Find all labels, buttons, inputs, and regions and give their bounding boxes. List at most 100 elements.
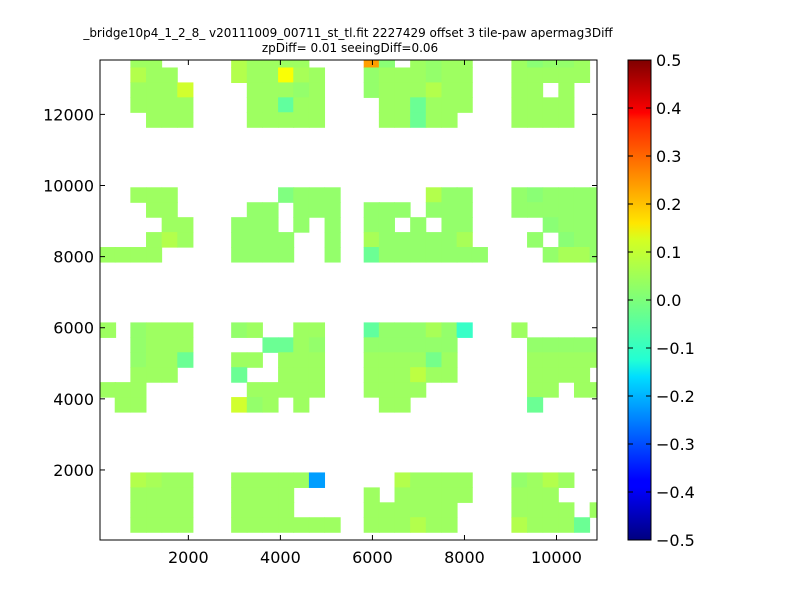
colorbar-axis: 0.5 0.4 0.3 0.2 0.1 0.0 −0.1 −0.2 −0.3 −0.4 −0.5	[628, 51, 695, 550]
plot-frame	[99, 59, 598, 541]
heatmap-cell	[456, 202, 473, 218]
heatmap-cell	[324, 247, 341, 263]
heatmap-cell	[527, 67, 544, 83]
heatmap-cell	[378, 217, 395, 233]
heatmap-cell	[511, 97, 528, 113]
heatmap-cell	[378, 502, 395, 518]
heatmap-cell	[278, 232, 295, 248]
y-tick-label: 10000	[43, 177, 94, 196]
heatmap-cell	[293, 472, 310, 488]
heatmap-cell	[146, 112, 163, 128]
heatmap-cell	[527, 187, 544, 203]
heatmap-cell	[542, 60, 559, 69]
heatmap-cell	[146, 367, 163, 383]
heatmap-cell	[441, 352, 458, 368]
heatmap-cell	[177, 232, 194, 248]
heatmap-cell	[231, 217, 248, 233]
heatmap-cell	[278, 67, 295, 83]
colorbar-tick-label: −0.5	[656, 531, 695, 550]
heatmap-cell	[589, 337, 597, 353]
heatmap-cell	[146, 67, 163, 83]
heatmap-cell	[527, 367, 544, 383]
heatmap-cell	[231, 352, 248, 368]
heatmap-cell	[378, 202, 395, 218]
heatmap-cell	[394, 202, 411, 218]
heatmap-cell	[262, 217, 279, 233]
heatmap-cell	[262, 337, 279, 353]
heatmap-cell	[278, 337, 295, 353]
heatmap-cell	[511, 67, 528, 83]
heatmap-cell	[527, 352, 544, 368]
heatmap-cell	[527, 472, 544, 488]
heatmap-cell	[293, 217, 310, 233]
heatmap-cell	[278, 367, 295, 383]
heatmap-cell	[471, 247, 488, 263]
heatmap-cell	[542, 187, 559, 203]
heatmap-cell	[410, 112, 427, 128]
heatmap-cell	[308, 382, 326, 398]
heatmap-cell	[363, 232, 380, 248]
colorbar-tick-label: −0.3	[656, 435, 695, 454]
y-axis: 2000 4000 6000 8000 10000 12000	[43, 105, 597, 480]
heatmap-cell	[527, 97, 544, 113]
heatmap-cell	[573, 232, 591, 248]
heatmap-cell	[410, 352, 427, 368]
heatmap-cell	[363, 367, 380, 383]
heatmap-cell	[293, 82, 310, 98]
heatmap-cell	[231, 322, 248, 338]
heatmap-cell	[573, 337, 591, 353]
heatmap-cell	[130, 337, 147, 353]
colorbar-tick-label: −0.2	[656, 387, 695, 406]
heatmap-cell	[161, 367, 178, 383]
heatmap-cell	[456, 187, 473, 203]
heatmap-cell	[378, 60, 395, 69]
heatmap-cell	[441, 217, 458, 233]
heatmap-cell	[278, 487, 295, 503]
heatmap-cell	[558, 517, 575, 533]
heatmap-cell	[293, 187, 310, 203]
heatmap-cell	[262, 382, 279, 398]
heatmap-cell	[146, 322, 163, 338]
heatmap-cell	[527, 382, 544, 398]
heatmap-cell	[246, 517, 263, 533]
heatmap-cell	[425, 82, 442, 98]
heatmap-cell	[293, 322, 310, 338]
heatmap-cell	[278, 82, 295, 98]
heatmap-cell	[363, 502, 380, 518]
heatmap-cell	[293, 397, 310, 413]
heatmap-cell	[177, 112, 194, 128]
heatmap-cell	[308, 337, 326, 353]
heatmap-cell	[527, 202, 544, 218]
heatmap-cell	[161, 97, 178, 113]
heatmap-cell	[542, 202, 559, 218]
heatmap-cell	[363, 382, 380, 398]
heatmap-cell	[308, 112, 326, 128]
heatmap-cell	[441, 187, 458, 203]
heatmap-cell	[146, 232, 163, 248]
heatmap-cell	[308, 352, 326, 368]
heatmap-cell	[161, 187, 178, 203]
heatmap-cell	[231, 472, 248, 488]
heatmap-cell	[394, 352, 411, 368]
heatmap-cell	[425, 97, 442, 113]
heatmap-cell	[130, 397, 147, 413]
heatmap-cell	[589, 382, 597, 398]
heatmap-cell	[511, 517, 528, 533]
heatmap-cell	[293, 60, 310, 69]
heatmap-cell	[378, 247, 395, 263]
heatmap-cell	[425, 352, 442, 368]
heatmap-cell	[161, 517, 178, 533]
heatmap-cell	[456, 217, 473, 233]
heatmap-cell	[394, 382, 411, 398]
heatmap-cell	[410, 367, 427, 383]
heatmap-cell	[130, 367, 147, 383]
heatmap-cell	[100, 247, 117, 263]
heatmap-cell	[246, 60, 263, 69]
heatmap-cell	[425, 60, 442, 69]
heatmap-cell	[378, 367, 395, 383]
heatmap-cell	[527, 232, 544, 248]
heatmap-cell	[558, 367, 575, 383]
heatmap-cell	[558, 187, 575, 203]
y-tick-label: 12000	[43, 105, 94, 124]
heatmap-cell	[293, 97, 310, 113]
